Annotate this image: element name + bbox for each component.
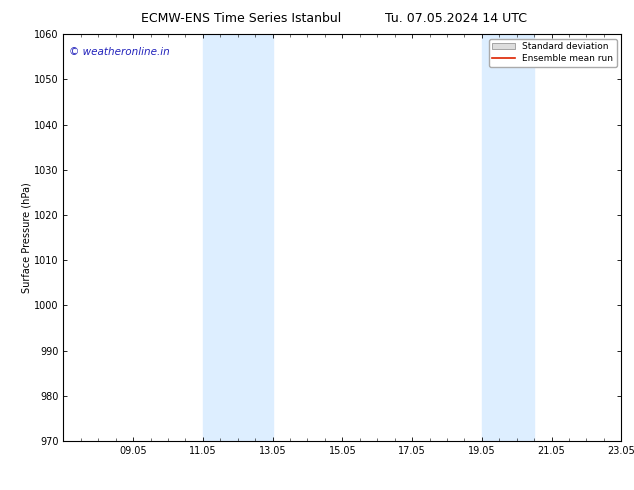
Bar xyxy=(482,34,534,441)
Text: © weatheronline.in: © weatheronline.in xyxy=(69,47,170,56)
Text: ECMW-ENS Time Series Istanbul: ECMW-ENS Time Series Istanbul xyxy=(141,12,341,25)
Text: Tu. 07.05.2024 14 UTC: Tu. 07.05.2024 14 UTC xyxy=(385,12,527,25)
Y-axis label: Surface Pressure (hPa): Surface Pressure (hPa) xyxy=(21,182,31,293)
Bar xyxy=(203,34,273,441)
Legend: Standard deviation, Ensemble mean run: Standard deviation, Ensemble mean run xyxy=(489,39,617,67)
